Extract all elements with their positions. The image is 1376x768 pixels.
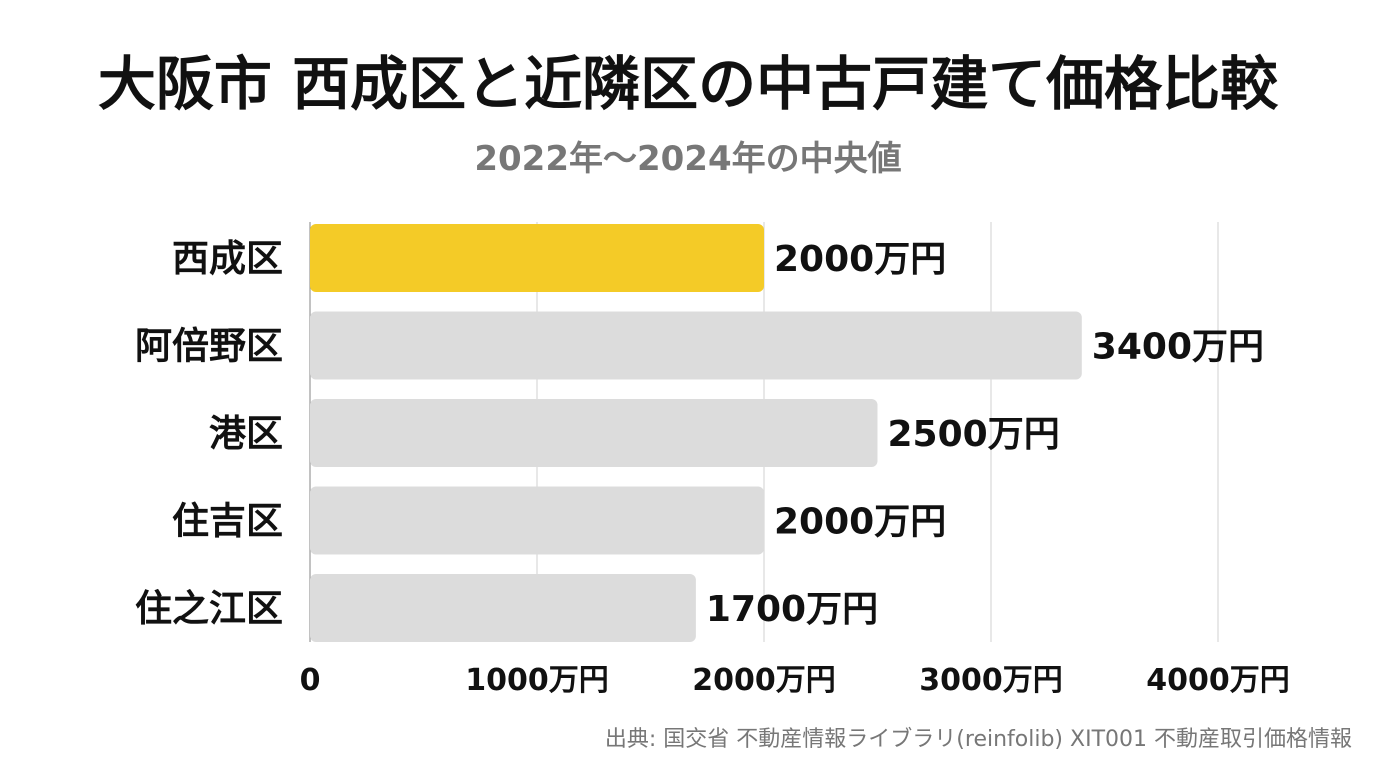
value-label-4: 1700万円 <box>706 589 878 630</box>
value-label-1: 3400万円 <box>1092 327 1264 368</box>
x-tick-label-2: 2000万円 <box>692 663 836 698</box>
bar-2 <box>310 399 878 467</box>
source-note: 出典: 国交省 不動産情報ライブラリ(reinfolib) XIT001 不動産… <box>604 727 1352 752</box>
bar-3 <box>310 486 764 555</box>
page-title: 大阪市 西成区と近隣区の中古戸建て価格比較 <box>97 50 1279 118</box>
x-tick-label-4: 4000万円 <box>1146 663 1290 698</box>
value-label-2: 2500万円 <box>888 414 1060 455</box>
bar-1 <box>310 311 1082 380</box>
value-label-0: 2000万円 <box>774 239 946 280</box>
category-label-0: 西成区 <box>172 237 283 280</box>
bar-4 <box>310 574 696 642</box>
value-label-3: 2000万円 <box>774 502 946 543</box>
page-subtitle: 2022年〜2024年の中央値 <box>474 139 902 179</box>
bar-0 <box>310 224 764 292</box>
category-label-2: 港区 <box>209 412 283 455</box>
category-label-3: 住吉区 <box>172 500 283 543</box>
x-tick-label-0: 0 <box>300 663 321 698</box>
x-tick-label-1: 1000万円 <box>465 663 609 698</box>
category-label-4: 住之江区 <box>135 587 283 630</box>
x-tick-label-3: 3000万円 <box>919 663 1063 698</box>
category-label-1: 阿倍野区 <box>135 325 283 368</box>
